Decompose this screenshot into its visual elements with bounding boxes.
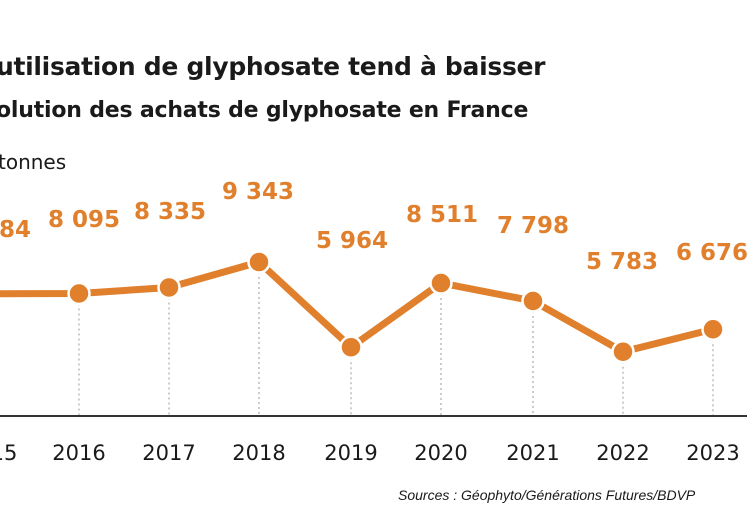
data-point bbox=[67, 281, 91, 306]
chart-subtitle: olution des achats de glyphosate en Fran… bbox=[0, 98, 529, 123]
data-label: 9 343 bbox=[222, 179, 294, 205]
data-label: 6 676 bbox=[676, 240, 747, 266]
data-point bbox=[429, 271, 453, 295]
data-point bbox=[701, 317, 725, 342]
data-point bbox=[521, 289, 545, 313]
data-label: 5 964 bbox=[316, 228, 388, 254]
data-point bbox=[611, 340, 635, 364]
source-note: Sources : Géophyto/Générations Futures/B… bbox=[398, 487, 696, 503]
data-label: 7 798 bbox=[497, 213, 569, 239]
data-point bbox=[339, 335, 363, 359]
x-tick-label: 15 bbox=[0, 441, 17, 465]
data-point bbox=[157, 275, 181, 300]
unit-label: tonnes bbox=[0, 150, 67, 174]
x-tick-label: 2016 bbox=[52, 441, 105, 465]
data-label: 5 783 bbox=[586, 249, 658, 275]
data-point bbox=[247, 250, 271, 274]
x-tick-label: 2018 bbox=[232, 441, 285, 465]
x-tick-label: 2021 bbox=[506, 441, 559, 465]
x-tick-label: 2019 bbox=[324, 441, 377, 465]
data-label: 8 335 bbox=[134, 199, 206, 225]
data-label: 84 bbox=[0, 217, 31, 243]
x-tick-label: 2017 bbox=[142, 441, 195, 465]
data-label: 8 511 bbox=[406, 202, 478, 228]
x-tick-label: 2020 bbox=[414, 441, 467, 465]
data-label: 8 095 bbox=[48, 207, 120, 233]
chart-title: utilisation de glyphosate tend à baisser bbox=[0, 52, 546, 81]
x-tick-label: 2023 bbox=[686, 441, 739, 465]
x-tick-label: 2022 bbox=[596, 441, 649, 465]
